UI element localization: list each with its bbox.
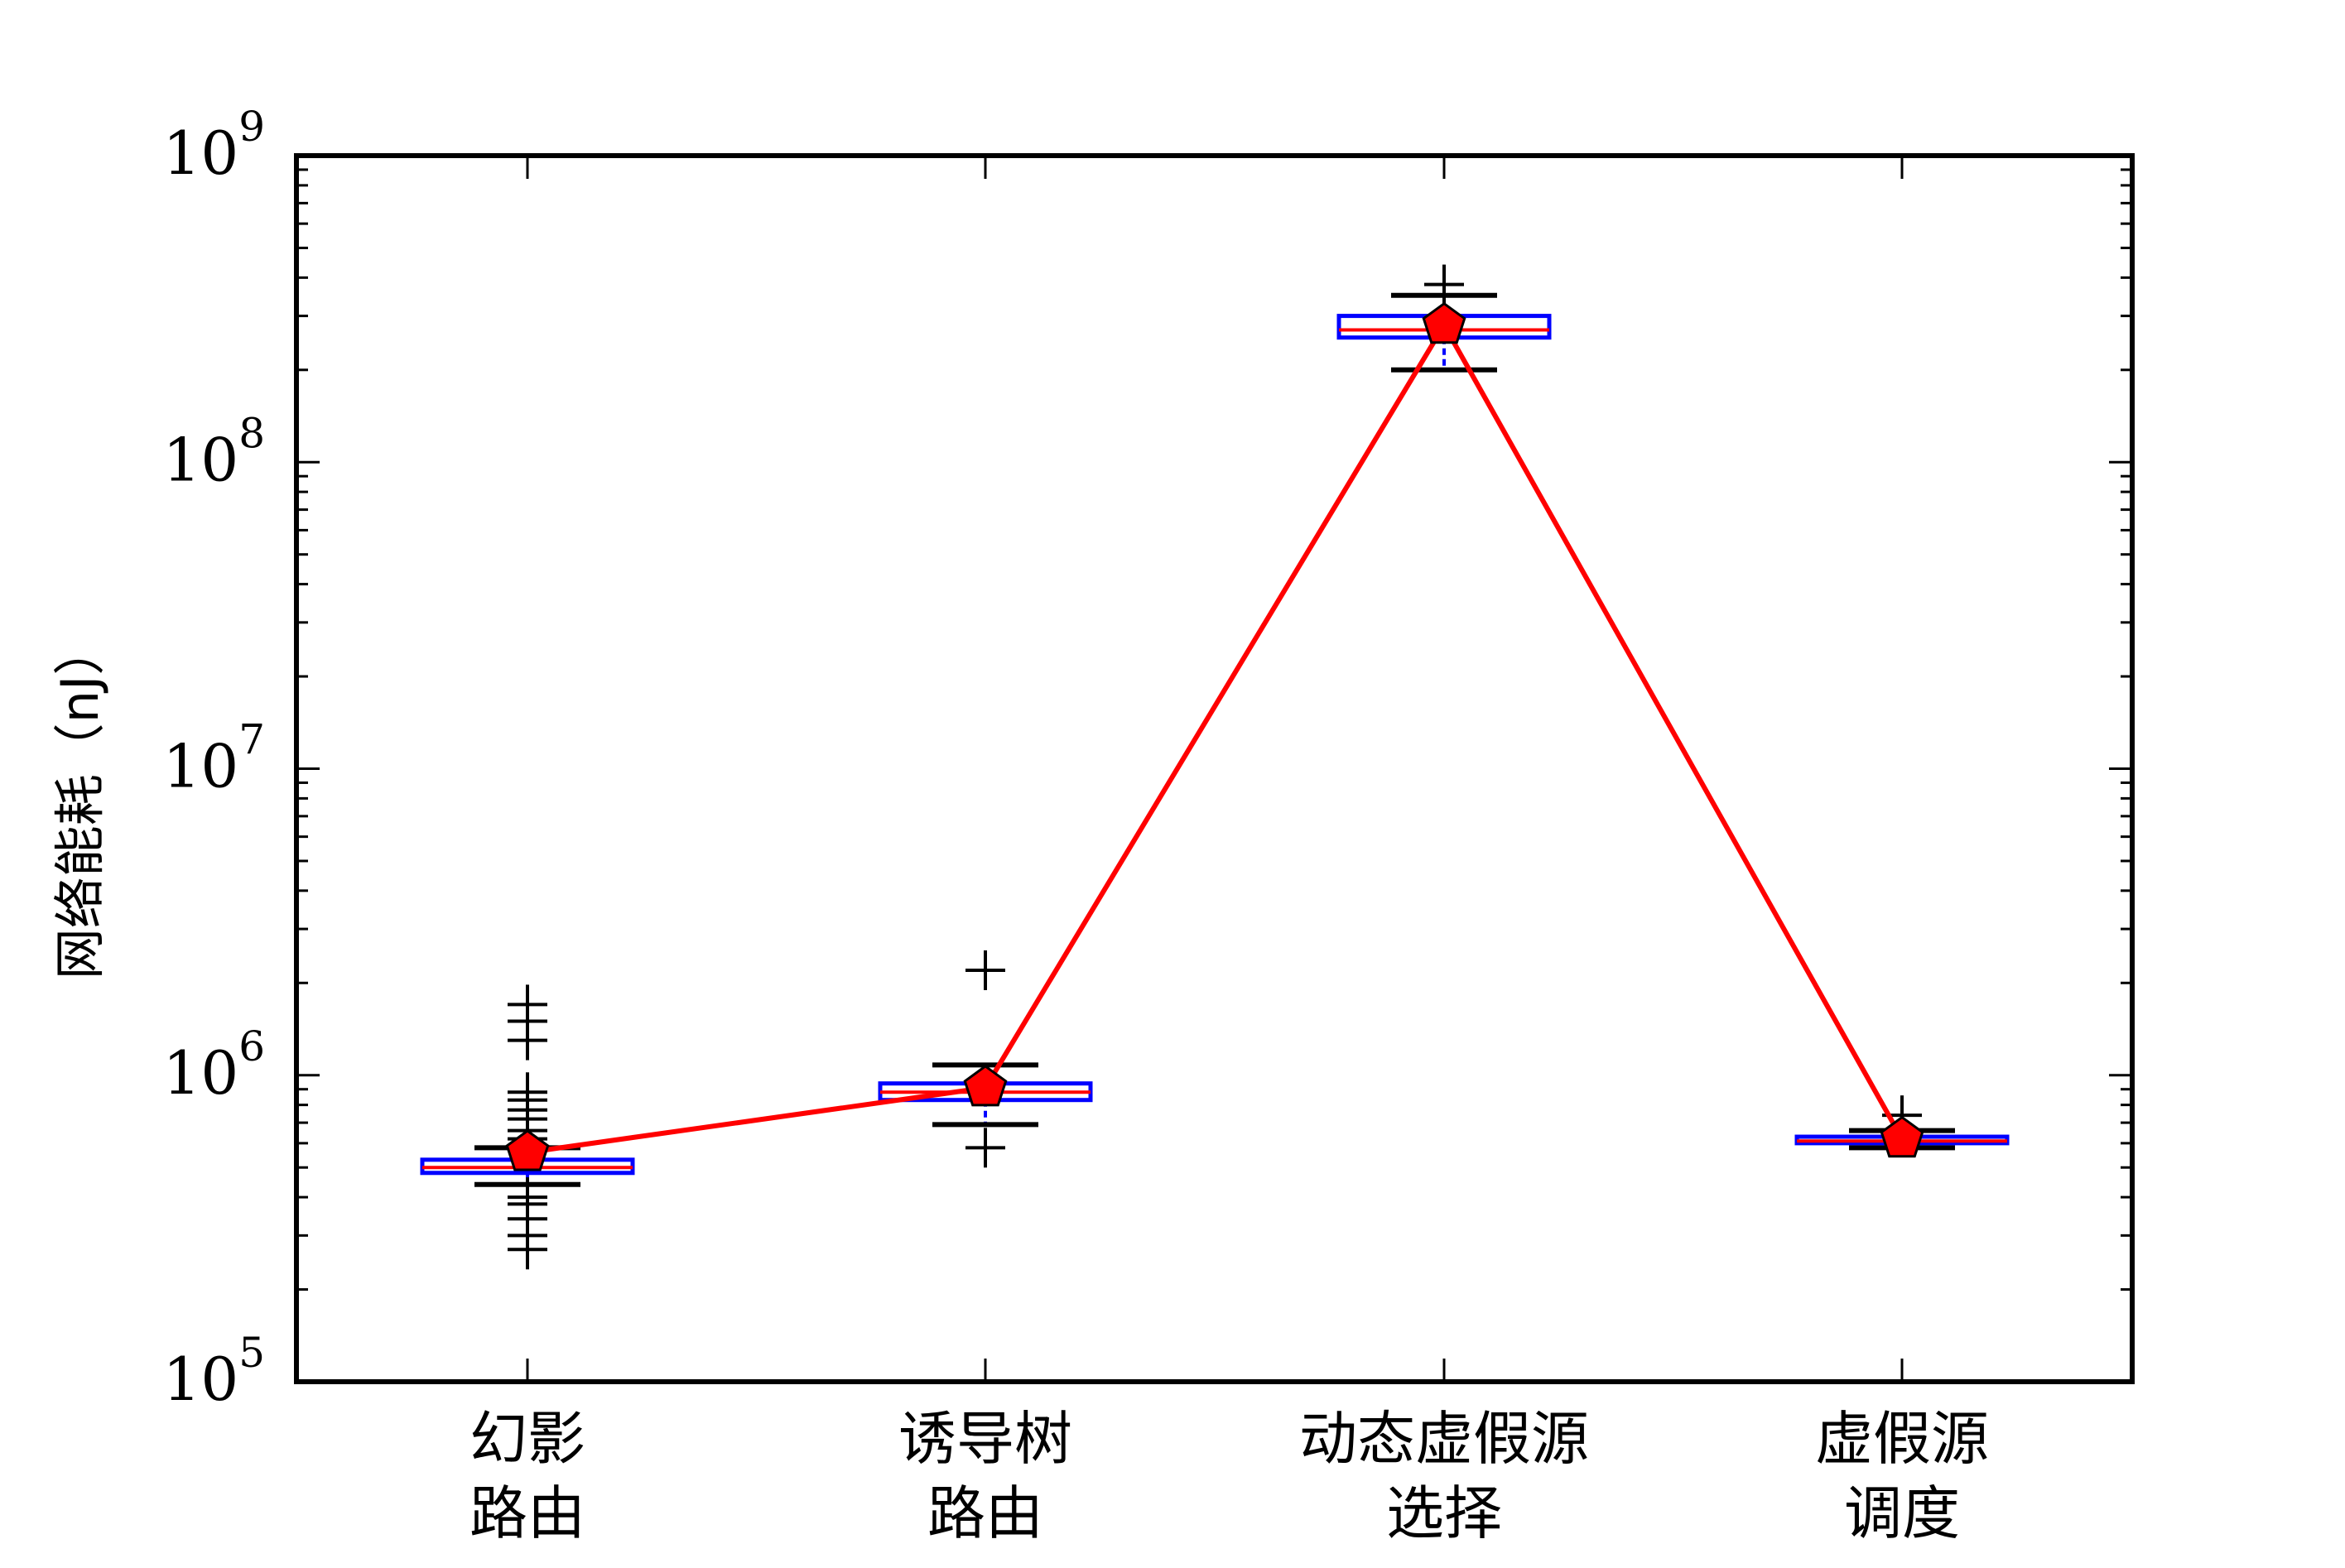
y-tick-label-base: 10 [163,1344,239,1414]
x-category-label-line1: 虚假源 [1815,1405,1989,1473]
outlier-marker [1424,264,1464,305]
x-category-label-line2: 路由 [927,1479,1043,1547]
y-tick-label-exponent: 5 [238,1329,265,1377]
y-tick-label-base: 10 [163,425,239,494]
y-tick-label-base: 10 [163,1038,239,1108]
y-tick-label-exponent: 7 [238,716,265,764]
y-tick-label-exponent: 8 [238,409,265,457]
x-category-label-line2: 选择 [1386,1479,1502,1547]
mean-marker [963,1065,1008,1107]
y-axis-label: 网络能耗（nJ） [50,624,110,980]
y-tick-label: 109 [163,103,265,188]
outlier-marker [965,1128,1005,1168]
y-tick-label: 106 [163,1022,265,1108]
y-tick-label-base: 10 [163,118,239,188]
mean-marker [1880,1115,1924,1158]
y-tick-label-exponent: 6 [238,1022,265,1070]
plot-frame [294,153,2135,1384]
mean-marker [1422,301,1466,344]
outlier-marker [508,1177,547,1218]
x-category-label-line2: 路由 [469,1479,585,1547]
y-tick-label-base: 10 [163,732,239,801]
y-tick-label: 105 [163,1329,265,1414]
box-group [420,984,635,1270]
outlier-marker [508,1072,547,1113]
outlier-marker [508,984,547,1025]
x-category-label-line2: 调度 [1844,1479,1960,1547]
mean-marker [505,1129,550,1171]
x-category-label-line1: 诱导树 [898,1405,1072,1473]
y-tick-label: 108 [163,409,265,494]
outlier-marker [965,950,1005,990]
mean-line [527,322,1904,1155]
y-tick-label: 107 [163,716,265,801]
y-ticks [296,154,2132,1383]
x-category-label-line1: 幻影 [469,1405,585,1473]
y-tick-label-exponent: 9 [238,103,265,151]
x-category-label-line1: 动态虚假源 [1299,1405,1589,1473]
box-group [878,950,1093,1168]
